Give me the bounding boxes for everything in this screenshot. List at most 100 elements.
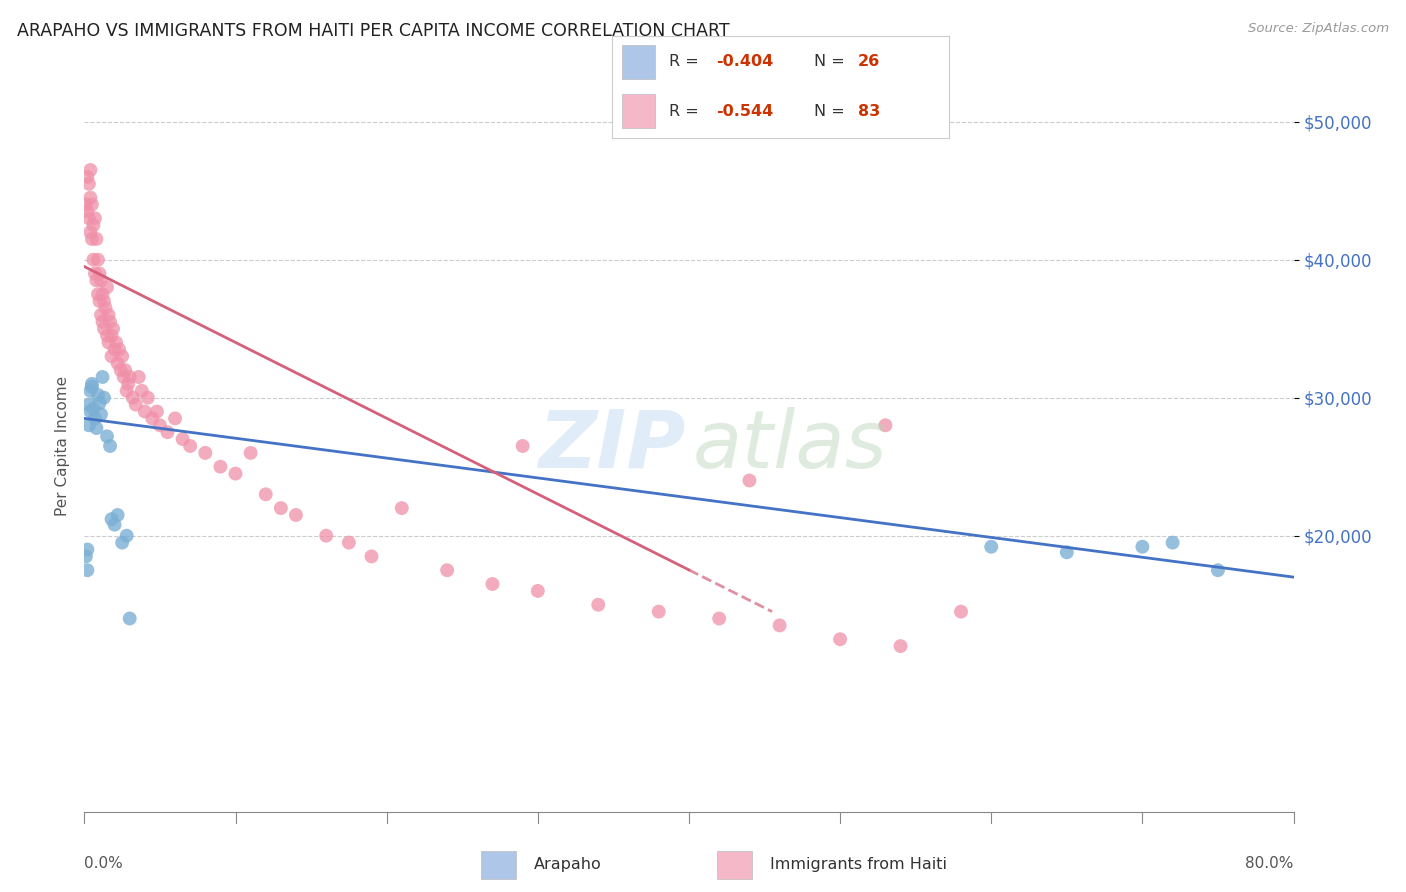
Point: [80, 197, 103, 211]
Point: [110, 363, 132, 377]
Point: [87, 252, 110, 267]
Point: [93, 294, 115, 309]
Point: [104, 343, 127, 357]
Point: [890, 639, 912, 653]
Point: [648, 605, 671, 619]
Point: [89, 294, 111, 309]
Text: -0.544: -0.544: [716, 103, 773, 119]
Point: [1161, 535, 1184, 549]
Point: [112, 370, 135, 384]
Point: [104, 517, 127, 532]
Point: [315, 529, 337, 543]
Point: [76, 204, 98, 219]
Point: [76, 169, 98, 184]
Text: Immigrants from Haiti: Immigrants from Haiti: [770, 857, 948, 872]
Point: [108, 343, 131, 357]
Text: R =: R =: [669, 54, 704, 70]
Text: N =: N =: [814, 54, 851, 70]
Point: [75, 197, 97, 211]
Point: [1056, 545, 1078, 559]
Point: [117, 376, 139, 391]
Point: [285, 508, 308, 522]
Point: [950, 605, 973, 619]
Point: [86, 421, 108, 435]
Point: [527, 583, 550, 598]
Point: [76, 542, 98, 557]
Point: [738, 474, 761, 488]
Point: [98, 315, 121, 329]
Bar: [621, 45, 655, 78]
Text: 83: 83: [858, 103, 880, 119]
Point: [90, 273, 112, 287]
Point: [96, 280, 118, 294]
Point: [77, 177, 100, 191]
Point: [107, 508, 129, 522]
Point: [588, 598, 610, 612]
Text: 80.0%: 80.0%: [1246, 855, 1294, 871]
Point: [118, 370, 141, 384]
Point: [97, 335, 120, 350]
Text: R =: R =: [669, 103, 704, 119]
Point: [980, 540, 1002, 554]
Point: [100, 512, 122, 526]
Point: [79, 191, 101, 205]
Point: [93, 391, 115, 405]
Point: [115, 529, 138, 543]
Point: [107, 356, 129, 370]
Point: [1206, 563, 1229, 577]
Point: [79, 163, 101, 178]
Point: [89, 267, 111, 281]
Point: [360, 549, 382, 564]
Point: [111, 535, 134, 549]
Text: ZIP: ZIP: [538, 407, 685, 485]
Point: [91, 370, 114, 384]
Point: [80, 232, 103, 246]
Point: [436, 563, 458, 577]
Point: [131, 384, 153, 398]
Point: [90, 407, 112, 421]
Point: [115, 384, 138, 398]
Point: [179, 439, 201, 453]
Point: [75, 549, 97, 564]
Point: [79, 384, 101, 398]
Point: [111, 349, 134, 363]
Point: [90, 308, 112, 322]
Point: [77, 211, 100, 226]
Text: ARAPAHO VS IMMIGRANTS FROM HAITI PER CAPITA INCOME CORRELATION CHART: ARAPAHO VS IMMIGRANTS FROM HAITI PER CAP…: [17, 22, 730, 40]
Text: 0.0%: 0.0%: [84, 855, 124, 871]
Point: [86, 232, 108, 246]
Point: [86, 273, 108, 287]
Point: [512, 439, 534, 453]
Point: [87, 287, 110, 301]
Point: [91, 287, 114, 301]
Point: [84, 211, 107, 226]
Point: [80, 379, 103, 393]
Y-axis label: Per Capita Income: Per Capita Income: [55, 376, 70, 516]
Point: [254, 487, 277, 501]
Text: Arapaho: Arapaho: [534, 857, 602, 872]
Point: [225, 467, 247, 481]
Point: [136, 391, 159, 405]
Text: 26: 26: [858, 54, 880, 70]
Point: [125, 398, 148, 412]
Point: [337, 535, 360, 549]
Point: [156, 425, 179, 440]
Bar: [717, 851, 752, 879]
Point: [76, 563, 98, 577]
Text: atlas: atlas: [693, 407, 887, 485]
Point: [82, 218, 104, 232]
Point: [830, 632, 852, 647]
Point: [209, 459, 232, 474]
Point: [105, 335, 128, 350]
Point: [239, 446, 262, 460]
Point: [84, 267, 107, 281]
Point: [82, 401, 104, 416]
Point: [100, 349, 122, 363]
Point: [84, 411, 107, 425]
Point: [149, 418, 172, 433]
Point: [194, 446, 217, 460]
Point: [91, 315, 114, 329]
Point: [118, 611, 141, 625]
Point: [134, 404, 156, 418]
Text: Source: ZipAtlas.com: Source: ZipAtlas.com: [1249, 22, 1389, 36]
